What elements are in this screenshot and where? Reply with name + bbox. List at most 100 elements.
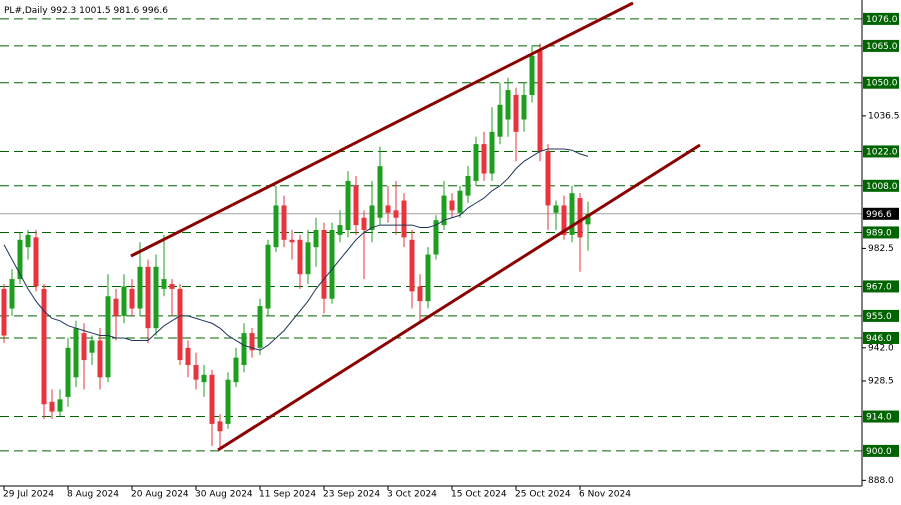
moving-average: [3, 148, 589, 351]
candle-body: [457, 190, 463, 213]
symbol: PL#,Daily: [4, 6, 48, 16]
candle-body: [585, 213, 591, 225]
candle-body: [433, 220, 439, 255]
low-value: 981.6: [114, 6, 140, 16]
level-label: 900.0: [866, 447, 892, 457]
x-tick-label: 11 Sep 2024: [259, 490, 316, 500]
close-value: 996.6: [142, 6, 168, 16]
current-price-label: 996.6: [866, 210, 892, 220]
x-tick-label: 23 Sep 2024: [323, 490, 380, 500]
candle-body: [337, 225, 343, 235]
level-label: 1050.0: [866, 79, 898, 89]
candle-body: [121, 286, 127, 316]
candle-body: [33, 237, 39, 287]
candle-body: [73, 328, 79, 378]
candle-body: [353, 185, 359, 226]
y-tick-label: 928.5: [868, 376, 894, 386]
x-tick-label: 15 Oct 2024: [451, 490, 507, 500]
candle-body: [497, 104, 503, 137]
candle-body: [185, 347, 191, 365]
axis-labels: 1076.0 1065.0 1050.0 1022.0 1008.0 989.0 967.0…: [3, 12, 900, 500]
candle-body: [201, 374, 207, 383]
candle-body: [329, 229, 335, 299]
candle-body: [465, 175, 471, 196]
candle-body: [225, 379, 231, 424]
candle-body: [57, 399, 63, 412]
candle-body: [177, 288, 183, 361]
candle-body: [489, 131, 495, 174]
y-tick-label: 942.0: [868, 343, 894, 353]
level-label: 955.0: [866, 312, 892, 322]
level-label: 989.0: [866, 228, 892, 238]
candle-body: [281, 205, 287, 240]
level-label-box: [863, 226, 899, 239]
candle-body: [49, 401, 55, 412]
level-label-box: [863, 179, 899, 192]
candle-body: [65, 347, 71, 397]
x-tick-label: 3 Oct 2024: [387, 490, 437, 500]
x-tick-label: 6 Nov 2024: [579, 490, 631, 500]
candle-body: [153, 266, 159, 329]
candle-body: [529, 55, 535, 95]
chart-title: PL#,Daily 992.3 1001.5 981.6 996.6: [4, 6, 168, 16]
level-label-box: [863, 76, 899, 89]
candle-body: [369, 205, 375, 230]
x-tick-label: 20 Aug 2024: [131, 490, 189, 500]
candle-body: [249, 333, 255, 351]
candle-body: [473, 144, 479, 181]
candle-body: [209, 374, 215, 424]
candle-body: [161, 279, 167, 289]
candle-body: [553, 205, 559, 213]
y-tick-label: 982.5: [868, 244, 894, 254]
candle-body: [393, 210, 399, 218]
candle-body: [145, 266, 151, 329]
candle-body: [105, 296, 111, 378]
candle-body: [481, 144, 487, 174]
candle-body: [577, 198, 583, 238]
candle-body: [537, 50, 543, 152]
high-value: 1001.5: [79, 6, 111, 16]
candle-body: [417, 286, 423, 302]
current-price-box: [863, 207, 899, 220]
candle-body: [273, 205, 279, 248]
candle-body: [401, 200, 407, 238]
y-tick-label: 888.0: [868, 476, 894, 486]
x-tick-label: 25 Oct 2024: [515, 490, 571, 500]
x-tick-label: 30 Aug 2024: [195, 490, 253, 500]
candle-body: [377, 166, 383, 218]
upper-trend-line: [130, 1, 634, 258]
candle-body: [313, 229, 319, 248]
candle-body: [305, 242, 311, 275]
level-label: 946.0: [866, 334, 892, 344]
candle-body: [505, 90, 511, 120]
level-label-box: [863, 444, 899, 457]
candle-body: [561, 205, 567, 235]
x-tick-label: 8 Aug 2024: [67, 490, 119, 500]
level-label-box: [863, 331, 899, 344]
candle-body: [265, 244, 271, 309]
candle-body: [41, 288, 47, 405]
candle-body: [441, 195, 447, 226]
level-label: 967.0: [866, 282, 892, 292]
level-label-box: [863, 280, 899, 293]
candle-body: [1, 288, 7, 336]
candle-body: [257, 306, 263, 348]
x-tick-label: 29 Jul 2024: [3, 490, 54, 500]
candle-body: [129, 288, 135, 309]
candle-body: [289, 239, 295, 243]
level-label: 914.0: [866, 413, 892, 423]
level-label-box: [863, 410, 899, 423]
candle-body: [545, 151, 551, 206]
candle-body: [513, 94, 519, 132]
level-label-box: [863, 39, 899, 52]
candle-body: [17, 239, 23, 280]
candle-body: [297, 239, 303, 275]
candle-body: [233, 357, 239, 383]
candle-body: [521, 94, 527, 120]
candle-body: [569, 193, 575, 235]
candle-body: [409, 239, 415, 292]
y-tick-label: 1036.5: [868, 111, 900, 121]
levels: [0, 18, 862, 452]
